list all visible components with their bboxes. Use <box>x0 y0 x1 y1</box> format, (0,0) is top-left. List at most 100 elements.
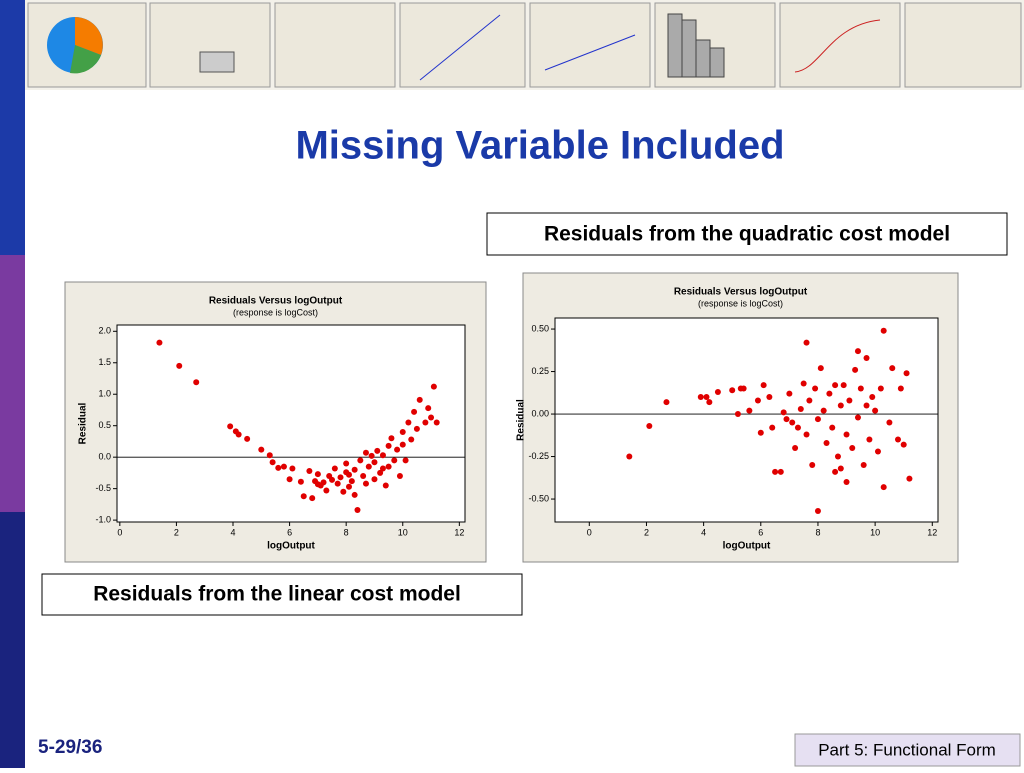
point <box>346 483 352 490</box>
point <box>193 379 200 386</box>
point <box>760 382 767 389</box>
point <box>837 402 844 409</box>
section-box <box>794 733 1021 767</box>
point <box>343 460 350 467</box>
point <box>857 385 864 392</box>
point <box>789 419 796 426</box>
point <box>806 397 813 404</box>
y-tick-label: 0.00 <box>531 408 549 418</box>
y-tick-label: -0.25 <box>528 451 549 461</box>
point <box>320 479 327 486</box>
x-tick-label: 0 <box>117 527 122 537</box>
point <box>244 435 251 442</box>
caption: Residuals from the linear cost model <box>93 583 461 606</box>
x-axis-label: logOutput <box>267 541 315 552</box>
y-tick-label: 0.50 <box>531 323 549 333</box>
chart-subtitle: (response is logCost) <box>698 298 783 308</box>
point <box>269 459 276 466</box>
point <box>794 424 801 431</box>
point <box>703 394 710 401</box>
y-tick-label: 1.5 <box>98 357 111 367</box>
x-tick-label: 0 <box>587 527 592 537</box>
point <box>826 390 833 397</box>
thumb-line <box>419 14 501 81</box>
point <box>309 495 316 502</box>
point <box>812 385 819 392</box>
point <box>697 394 704 401</box>
x-tick-label: 2 <box>174 527 179 537</box>
point <box>897 385 904 392</box>
point <box>340 488 347 495</box>
point <box>371 459 378 466</box>
point <box>889 365 896 372</box>
x-tick-label: 12 <box>927 527 937 537</box>
point <box>834 453 841 460</box>
point <box>729 387 736 394</box>
point <box>829 424 836 431</box>
thumbnail <box>529 2 651 88</box>
point <box>357 457 364 464</box>
point <box>863 402 870 409</box>
point <box>663 399 670 406</box>
point <box>416 396 423 403</box>
point <box>626 453 633 460</box>
point <box>766 394 773 401</box>
point <box>894 436 901 443</box>
point <box>351 466 358 473</box>
point <box>346 471 352 478</box>
point <box>266 452 273 459</box>
point <box>379 465 386 472</box>
point <box>903 370 910 377</box>
point <box>323 487 330 494</box>
x-tick-label: 6 <box>758 527 763 537</box>
thumbnail <box>779 2 901 88</box>
x-tick-label: 12 <box>454 527 464 537</box>
point <box>354 507 361 514</box>
point <box>306 468 313 475</box>
point <box>394 446 401 453</box>
thumb-pie <box>70 45 101 74</box>
point <box>377 469 384 476</box>
thumbnail-strip <box>25 0 1024 90</box>
thumb-curve <box>794 19 881 73</box>
point <box>385 442 392 449</box>
point <box>329 476 336 483</box>
chart-subtitle: (response is logCost) <box>233 307 318 317</box>
caption-box <box>41 573 523 616</box>
caption-box <box>486 212 1008 256</box>
y-axis-label: Residual <box>78 402 89 444</box>
point <box>365 463 372 470</box>
point <box>877 385 884 392</box>
point <box>786 390 793 397</box>
point <box>843 479 850 486</box>
point <box>433 419 440 426</box>
point <box>337 474 344 481</box>
point <box>360 473 367 480</box>
y-tick-label: 0.0 <box>98 452 111 462</box>
point <box>399 441 406 448</box>
thumb-bar <box>681 19 697 78</box>
section-label: Part 5: Functional Form <box>818 740 996 759</box>
chart-title: Residuals Versus logOutput <box>674 287 808 298</box>
point <box>396 473 403 480</box>
x-tick-label: 8 <box>344 527 349 537</box>
point <box>757 429 764 436</box>
point <box>880 484 887 491</box>
point <box>371 476 378 483</box>
point <box>422 419 429 426</box>
point <box>900 441 907 448</box>
point <box>840 382 847 389</box>
y-tick-label: 2.0 <box>98 326 111 336</box>
caption: Residuals from the quadratic cost model <box>544 223 950 246</box>
point <box>385 463 392 470</box>
x-tick-label: 4 <box>230 527 235 537</box>
point <box>411 408 418 415</box>
point <box>646 422 653 429</box>
thumbnail <box>904 2 1022 88</box>
thumbnail <box>274 2 396 88</box>
point <box>227 423 234 430</box>
point <box>823 439 830 446</box>
point <box>351 491 358 498</box>
point <box>837 465 844 472</box>
point <box>754 397 761 404</box>
